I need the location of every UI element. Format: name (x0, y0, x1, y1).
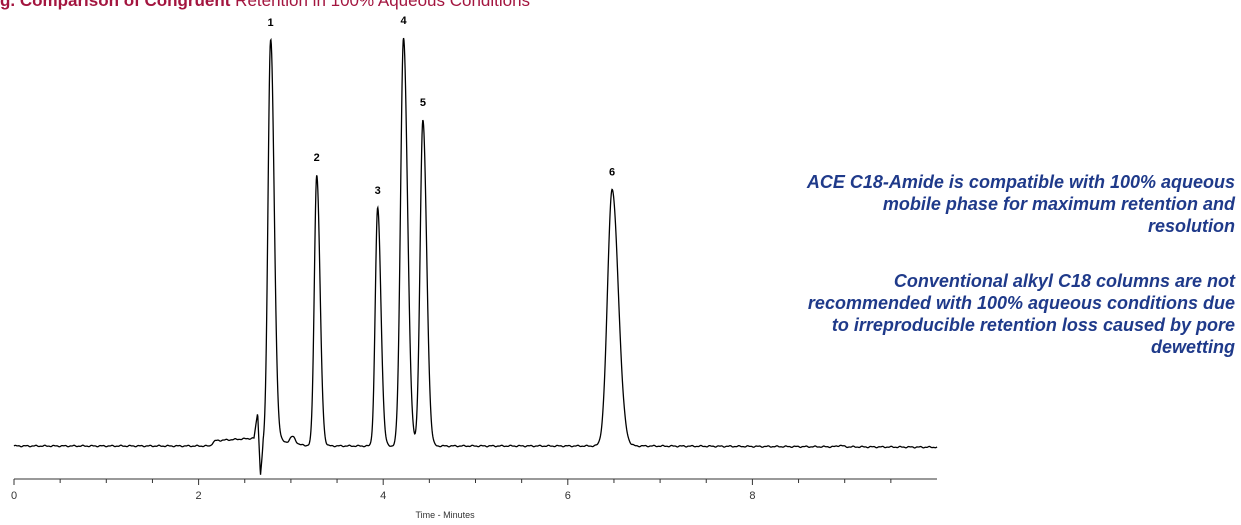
x-tick-label: 4 (380, 490, 386, 502)
note-conventional-c18: Conventional alkyl C18 columns are not r… (807, 271, 1235, 357)
chromatogram-chart: 1 2 3 4 5 6 0 2 4 6 8 Time - Minutes (11, 15, 938, 520)
peak-label-2: 2 (314, 152, 320, 164)
note-amide-compatible: ACE C18-Amide is compatible with 100% aq… (806, 172, 1235, 236)
x-tick-label: 8 (749, 490, 755, 502)
x-axis-title: Time - Minutes (415, 510, 475, 520)
figure-title-bold: g. Comparison of Congruent (0, 0, 231, 10)
chromatogram-trace (13, 37, 938, 475)
peak-label-4: 4 (400, 15, 407, 27)
peak-label-1: 1 (268, 17, 274, 29)
x-tick-label: 0 (11, 490, 17, 502)
peak-label-6: 6 (609, 166, 615, 178)
figure-title-rest: Retention in 100% Aqueous Conditions (235, 0, 531, 10)
peak-label-5: 5 (420, 97, 426, 109)
figure-title: g. Comparison of Congruent Retention in … (0, 0, 530, 13)
x-tick-label: 6 (565, 490, 571, 502)
x-tick-label: 2 (196, 490, 202, 502)
peak-label-3: 3 (375, 185, 381, 197)
